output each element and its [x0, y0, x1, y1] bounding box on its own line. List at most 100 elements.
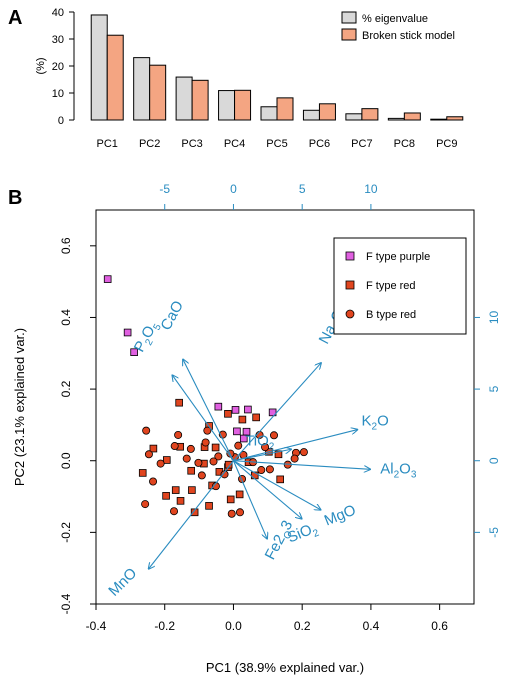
- x-tick-label: PC3: [181, 138, 202, 150]
- bar-broken-stick: [446, 116, 464, 121]
- legend-label: % eigenvalue: [362, 13, 428, 25]
- point-f-type-red: [176, 497, 185, 505]
- bar-broken-stick: [403, 112, 421, 121]
- bar-eigenvalue: [430, 118, 448, 121]
- x-tick-label: PC2: [139, 138, 160, 150]
- legend-swatch: [341, 28, 357, 41]
- y-tick-label: 40: [52, 7, 64, 19]
- loading-label: TiO2: [245, 432, 275, 452]
- point-f-type-purple: [239, 434, 248, 443]
- point-f-type-red: [188, 486, 196, 494]
- point-f-type-purple: [233, 427, 241, 436]
- loading-arrow: [233, 449, 291, 462]
- bar-broken-stick: [106, 34, 124, 121]
- point-f-type-red: [226, 495, 235, 504]
- loading-arrow: [232, 460, 267, 539]
- x-tick-label: PC9: [436, 138, 457, 150]
- loading-arrow: [233, 460, 301, 519]
- bar-eigenvalue: [345, 113, 363, 121]
- point-b-type-red: [149, 477, 158, 486]
- bar-eigenvalue: [133, 57, 151, 121]
- point-f-type-purple: [123, 328, 132, 337]
- point-b-type-red: [142, 426, 151, 435]
- point-b-type-red: [194, 458, 203, 467]
- point-b-type-red: [290, 454, 299, 463]
- point-f-type-red: [235, 490, 244, 499]
- x-tick-label: 0.2: [294, 619, 311, 633]
- right-tick-label: 10: [487, 310, 501, 324]
- top-tick-label: -5: [159, 182, 170, 196]
- point-f-type-red: [276, 475, 284, 484]
- bar-eigenvalue: [387, 117, 405, 121]
- x-tick-label: PC5: [266, 138, 287, 150]
- legend-label: F type red: [366, 280, 416, 292]
- x-tick-label: PC4: [224, 138, 245, 150]
- loading-arrow: [172, 375, 234, 462]
- point-f-type-purple: [214, 402, 223, 411]
- loading-arrow: [183, 359, 234, 461]
- y-tick-label: 0.2: [59, 380, 73, 397]
- legend-label: Broken stick model: [362, 30, 455, 42]
- x-tick-label: -0.4: [86, 619, 107, 633]
- point-b-type-red: [227, 509, 236, 518]
- point-f-type-red: [224, 460, 233, 469]
- legend-marker: [345, 280, 355, 290]
- point-b-type-red: [201, 438, 210, 447]
- point-f-type-red: [162, 492, 170, 500]
- point-f-type-red: [175, 398, 183, 407]
- bar-broken-stick: [318, 103, 336, 121]
- point-f-type-purple: [268, 408, 277, 417]
- x-tick-label: 0.4: [363, 619, 380, 633]
- point-b-type-red: [235, 508, 244, 517]
- panel-label-a: A: [8, 7, 22, 29]
- legend-swatch: [341, 11, 357, 24]
- y-axis-label: PC2 (23.1% explained var.): [12, 328, 27, 486]
- y-tick-label: 0.6: [59, 237, 73, 254]
- right-tick-label: -5: [487, 527, 501, 538]
- point-b-type-red: [261, 443, 270, 452]
- loading-label: K2O: [362, 413, 389, 433]
- point-f-type-purple: [244, 405, 252, 414]
- point-b-type-red: [170, 442, 179, 451]
- bar-broken-stick: [234, 89, 252, 121]
- x-tick-label: 0.0: [225, 619, 242, 633]
- loading-arrow: [233, 430, 357, 462]
- point-b-type-red: [170, 507, 179, 516]
- point-f-type-purple: [231, 406, 240, 414]
- x-tick-label: PC6: [309, 138, 330, 150]
- loading-arrow: [233, 460, 320, 510]
- bar-chart: 0 10 20 30 40 (%) PC1 PC2 PC3 PC4 PC5 PC6 PC7 PC8 PC9%…: [35, 7, 464, 150]
- right-tick-label: 0: [487, 457, 501, 464]
- legend-label: B type red: [366, 309, 416, 321]
- point-b-type-red: [182, 454, 191, 463]
- point-f-type-red: [211, 443, 220, 452]
- point-f-type-purple: [130, 348, 138, 356]
- bar-broken-stick: [191, 79, 209, 121]
- point-f-type-red: [224, 410, 232, 418]
- plot-frame: [95, 209, 475, 605]
- top-tick-label: 5: [299, 182, 306, 196]
- y-tick-label: 30: [52, 34, 64, 46]
- point-b-type-red: [186, 444, 195, 453]
- bar-eigenvalue: [175, 76, 193, 121]
- point-b-type-red: [270, 431, 279, 440]
- biplot: -0.4 -0.2 0.0 0.2 0.4 0.6 -0.4 -0.2 0.0 0.2 0.4 0.6…: [12, 182, 501, 675]
- legend-marker: [345, 251, 355, 261]
- point-b-type-red: [265, 465, 274, 474]
- y-tick-label: 0: [58, 115, 64, 127]
- point-b-type-red: [234, 441, 243, 450]
- point-f-type-red: [187, 466, 195, 475]
- loading-label: MgO: [322, 502, 359, 530]
- y-tick-label: 10: [52, 88, 64, 100]
- bar-broken-stick: [276, 97, 294, 121]
- point-b-type-red: [197, 471, 206, 480]
- y-axis-label: (%): [35, 57, 47, 74]
- legend-box: [333, 237, 467, 335]
- point-f-type-red: [171, 486, 180, 494]
- point-b-type-red: [209, 457, 218, 466]
- x-tick-label: PC1: [97, 138, 118, 150]
- legend-label: F type purple: [366, 251, 430, 263]
- x-tick-label: 0.6: [431, 619, 448, 633]
- point-b-type-red: [220, 470, 229, 479]
